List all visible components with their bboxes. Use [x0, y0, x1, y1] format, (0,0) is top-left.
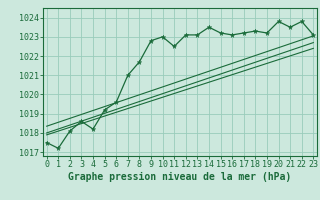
X-axis label: Graphe pression niveau de la mer (hPa): Graphe pression niveau de la mer (hPa) [68, 172, 292, 182]
